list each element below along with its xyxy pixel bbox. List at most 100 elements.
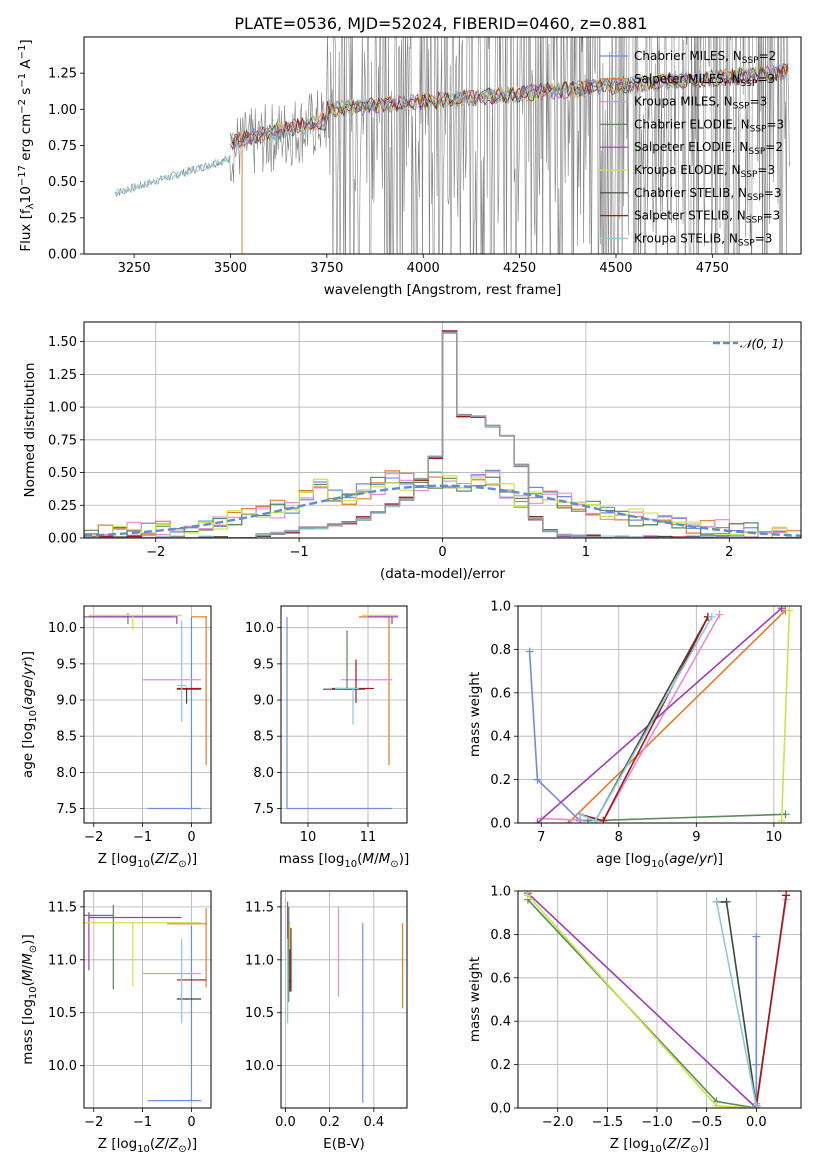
panel-residual_hist: −2 −1 0 1 2 0.00 0.25 0.50 0.75 1.00 1.25 1.50 𝒩(0, … xyxy=(22,321,802,582)
weight-series-4 xyxy=(527,892,757,1108)
x-tick-label: 4000 xyxy=(407,261,440,276)
weight-series-8 xyxy=(715,901,758,1106)
axes-frame xyxy=(83,321,802,539)
x-tick-label: 3500 xyxy=(214,261,247,276)
weight-marker xyxy=(576,810,585,819)
x-tick-label: 9 xyxy=(692,830,700,845)
x-tick-label: 11 xyxy=(360,830,377,845)
y-tick-label: 11.5 xyxy=(48,900,77,915)
y-axis-label: mass weight xyxy=(467,672,483,757)
y-tick-label: 0.6 xyxy=(490,971,511,986)
weight-marker xyxy=(533,819,542,823)
gaussian-reference-line xyxy=(84,484,801,537)
x-tick-label: 0 xyxy=(187,830,195,845)
weight-marker xyxy=(712,1101,721,1108)
axes-frame xyxy=(280,890,408,1109)
y-tick-label: 7.5 xyxy=(56,802,77,817)
data-point xyxy=(337,906,340,908)
y-tick-label: 9.5 xyxy=(56,657,77,672)
x-tick-label: 4500 xyxy=(599,261,632,276)
data-point xyxy=(88,916,90,919)
weight-marker xyxy=(533,775,542,784)
weight-marker xyxy=(712,897,721,906)
data-point xyxy=(205,923,207,925)
data-point xyxy=(346,630,348,633)
weight-series-1 xyxy=(567,609,787,823)
weight-marker xyxy=(782,891,791,900)
weight-marker xyxy=(781,810,790,819)
y-axis-label: mass weight xyxy=(467,957,483,1042)
data-point xyxy=(289,980,291,982)
axes-frame xyxy=(83,605,212,824)
plot-area xyxy=(286,901,404,1103)
x-tick-label: 8 xyxy=(615,830,623,845)
axes-frame xyxy=(280,605,408,824)
weight-marker xyxy=(777,606,786,613)
y-tick-label: 11.0 xyxy=(48,953,77,968)
data-point xyxy=(112,914,115,917)
y-tick-label: 10.5 xyxy=(48,1006,77,1021)
x-tick-label: 10 xyxy=(766,830,783,845)
plot-area xyxy=(525,606,794,823)
plot-area xyxy=(84,904,207,1102)
weight-marker xyxy=(525,647,534,656)
legend-entry: Chabrier MILES, NSSP=2 xyxy=(634,49,776,66)
figure-title: PLATE=0536, MJD=52024, FIBERID=0460, z=0… xyxy=(234,14,647,33)
y-tick-label: 0.2 xyxy=(490,773,511,788)
y-tick-label: 0.00 xyxy=(48,248,77,263)
y-tick-label: 8.0 xyxy=(253,766,274,781)
x-tick-label: 0.0 xyxy=(275,1115,296,1130)
weight-marker xyxy=(523,891,532,900)
x-tick-label: 3250 xyxy=(118,261,151,276)
x-tick-label: 0 xyxy=(438,545,446,560)
x-axis-label: mass [log10(M/M⊙)] xyxy=(279,851,409,870)
y-tick-label: 0.0 xyxy=(490,1102,511,1117)
weight-marker xyxy=(752,1101,761,1108)
y-tick-label: 10.0 xyxy=(245,621,274,636)
y-tick-label: 1.0 xyxy=(490,885,511,900)
y-tick-label: 11.5 xyxy=(245,900,274,915)
panel-weight_vs_Z: −2.0 −1.5 −1.0 −0.5 0.0 0.0 0.2 0.4 0.6 0.8 1.0 Z [… xyxy=(467,885,802,1155)
data-point xyxy=(361,1064,364,1067)
y-tick-label: 10.0 xyxy=(48,1059,77,1074)
y-tick-label: 1.00 xyxy=(48,103,77,118)
model-spectrum-7 xyxy=(230,63,789,151)
y-tick-label: 8.5 xyxy=(253,730,274,745)
x-tick-label: −1.0 xyxy=(641,1115,673,1130)
x-tick-label: −2 xyxy=(84,1115,103,1130)
weight-series-3 xyxy=(587,813,786,822)
plot-area xyxy=(523,891,791,1108)
x-tick-label: −1 xyxy=(133,830,152,845)
x-axis-label: Z [log10(Z/Z⊙)] xyxy=(610,1136,709,1155)
panel-weight_vs_age: 7 8 9 10 0.0 0.2 0.4 0.6 0.8 1.0 age [log10(age/yr… xyxy=(467,600,802,870)
x-tick-label: 0.4 xyxy=(363,1115,384,1130)
data-point xyxy=(401,923,404,925)
weight-marker xyxy=(591,816,600,823)
weight-series-4 xyxy=(536,607,783,823)
x-tick-label: −1 xyxy=(290,545,309,560)
x-tick-label: 10 xyxy=(300,830,317,845)
data-point xyxy=(286,916,289,919)
weight-marker xyxy=(715,610,724,619)
data-point xyxy=(185,972,188,975)
x-tick-label: −2 xyxy=(146,545,165,560)
y-tick-label: 10.0 xyxy=(48,621,77,636)
data-point xyxy=(391,614,393,617)
panels: 3250 3500 3750 4000 4250 4500 47500.000.250.50… xyxy=(17,36,802,1155)
data-point xyxy=(286,807,288,810)
y-tick-label: 7.5 xyxy=(253,802,274,817)
x-tick-label: 3750 xyxy=(310,261,343,276)
panel-mass_vs_ebv: 0.0 0.2 0.4 10.0 10.5 11.0 11.5 E(B-V) xyxy=(245,890,408,1152)
plot-area xyxy=(114,37,790,254)
data-point xyxy=(287,927,290,929)
legend-entry: 𝒩(0, 1) xyxy=(740,337,784,351)
model-spectrum-8 xyxy=(230,64,789,150)
legend-entry: Salpeter MILES, NSSP=3 xyxy=(634,72,775,89)
y-tick-label: 10.5 xyxy=(245,1006,274,1021)
panel-age_vs_mass: 10 11 7.5 8.0 8.5 9.0 9.5 10.0 mass [log10(M/M⊙)… xyxy=(245,605,409,870)
data-point xyxy=(185,998,188,1000)
panel-mass_vs_Z: −2 −1 0 10.0 10.5 11.0 11.5 Z [log10(Z/Z⊙)] mass… xyxy=(20,890,212,1155)
data-point xyxy=(391,616,393,618)
data-point xyxy=(185,687,188,690)
